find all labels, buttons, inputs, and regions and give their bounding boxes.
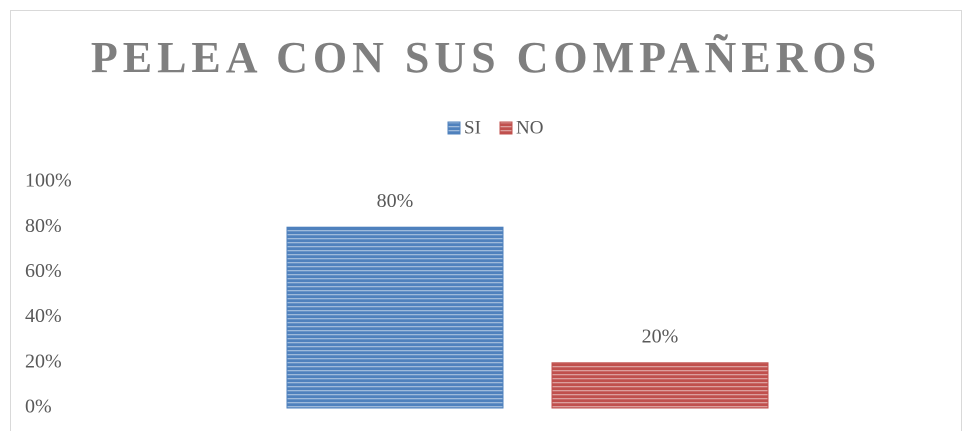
y-tick-label: 60% xyxy=(25,260,62,282)
bar xyxy=(286,226,504,409)
bar xyxy=(551,362,769,409)
legend-swatch xyxy=(447,121,461,135)
value-label: 20% xyxy=(642,325,679,347)
y-tick-label: 0% xyxy=(25,396,52,418)
chart-title: PELEA CON SUS COMPAÑEROS xyxy=(91,33,881,82)
legend-swatch xyxy=(499,121,513,135)
legend-label: SI xyxy=(464,117,481,138)
value-label: 80% xyxy=(377,190,414,212)
y-tick-label: 80% xyxy=(25,215,62,237)
legend-label: NO xyxy=(516,117,543,138)
y-tick-label: 100% xyxy=(25,170,72,192)
y-tick-label: 20% xyxy=(25,350,62,372)
y-tick-label: 40% xyxy=(25,305,62,327)
